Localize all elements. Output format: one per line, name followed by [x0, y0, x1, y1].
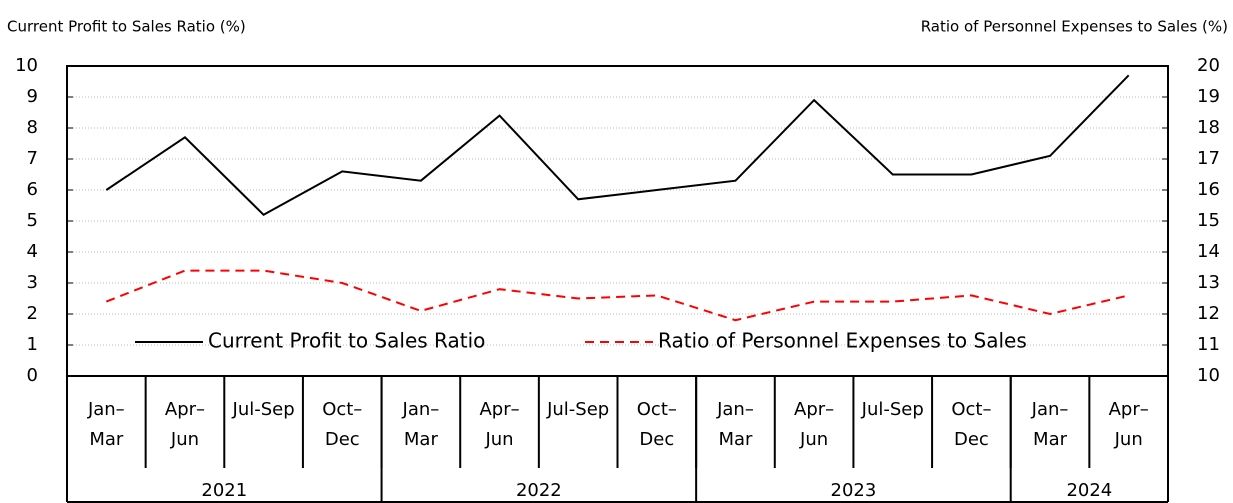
x-tick-label: Mar: [718, 429, 753, 450]
y2-tick-label: 15: [1197, 210, 1220, 231]
x-tick-label: Mar: [89, 429, 124, 450]
y2-tick-label: 18: [1197, 117, 1220, 138]
x-tick-label: Apr–: [479, 399, 519, 420]
x-tick-label: Jan–: [402, 399, 440, 420]
x-tick-label: Dec: [639, 429, 674, 450]
y2-tick-label: 10: [1197, 365, 1220, 386]
y-tick-label: 1: [27, 334, 38, 355]
x-tick-label: Apr–: [794, 399, 834, 420]
x-tick-label: Jan–: [716, 399, 754, 420]
x-tick-label: Oct–: [951, 399, 991, 420]
y2-axis-label: Ratio of Personnel Expenses to Sales (%): [921, 18, 1228, 36]
y2-tick-label: 12: [1197, 303, 1220, 324]
x-tick-label: Jul-Sep: [546, 399, 609, 420]
x-tick-label: Jan–: [87, 399, 125, 420]
y2-tick-label: 20: [1197, 55, 1220, 76]
year-label: 2022: [516, 480, 562, 501]
x-tick-label: Dec: [954, 429, 989, 450]
legend-label: Ratio of Personnel Expenses to Sales: [658, 329, 1027, 353]
x-tick-label: Jul-Sep: [861, 399, 924, 420]
x-tick-label: Oct–: [322, 399, 362, 420]
y-tick-label: 6: [27, 179, 38, 200]
y-tick-label: 3: [27, 272, 38, 293]
x-tick-label: Jun: [799, 429, 828, 450]
x-tick-label: Jun: [484, 429, 513, 450]
x-tick-label: Jun: [170, 429, 199, 450]
year-label: 2021: [201, 480, 247, 501]
x-tick-label: Apr–: [165, 399, 205, 420]
y-tick-label: 9: [27, 86, 38, 107]
year-label: 2023: [831, 480, 877, 501]
y-axis-label: Current Profit to Sales Ratio (%): [7, 18, 246, 36]
series-line: [105, 74, 1130, 217]
y-tick-label: 4: [27, 241, 38, 262]
x-tick-label: Mar: [1033, 429, 1068, 450]
x-tick-label: Dec: [325, 429, 360, 450]
series-line: [105, 269, 1129, 322]
x-tick-label: Mar: [404, 429, 439, 450]
y2-tick-label: 16: [1197, 179, 1220, 200]
y-tick-label: 7: [27, 148, 38, 169]
y-tick-label: 10: [15, 55, 38, 76]
legend-label: Current Profit to Sales Ratio: [208, 329, 485, 353]
y-tick-label: 5: [27, 210, 38, 231]
y2-tick-label: 11: [1197, 334, 1220, 355]
y-tick-label: 8: [27, 117, 38, 138]
x-tick-label: Apr–: [1109, 399, 1149, 420]
x-tick-label: Jun: [1114, 429, 1143, 450]
x-tick-label: Jul-Sep: [232, 399, 295, 420]
y2-tick-label: 17: [1197, 148, 1220, 169]
year-label: 2024: [1066, 480, 1112, 501]
y-tick-label: 2: [27, 303, 38, 324]
y2-tick-label: 14: [1197, 241, 1220, 262]
y2-tick-label: 13: [1197, 272, 1220, 293]
x-tick-label: Oct–: [637, 399, 677, 420]
x-tick-label: Jan–: [1031, 399, 1069, 420]
y2-tick-label: 19: [1197, 86, 1220, 107]
y-tick-label: 0: [27, 365, 38, 386]
